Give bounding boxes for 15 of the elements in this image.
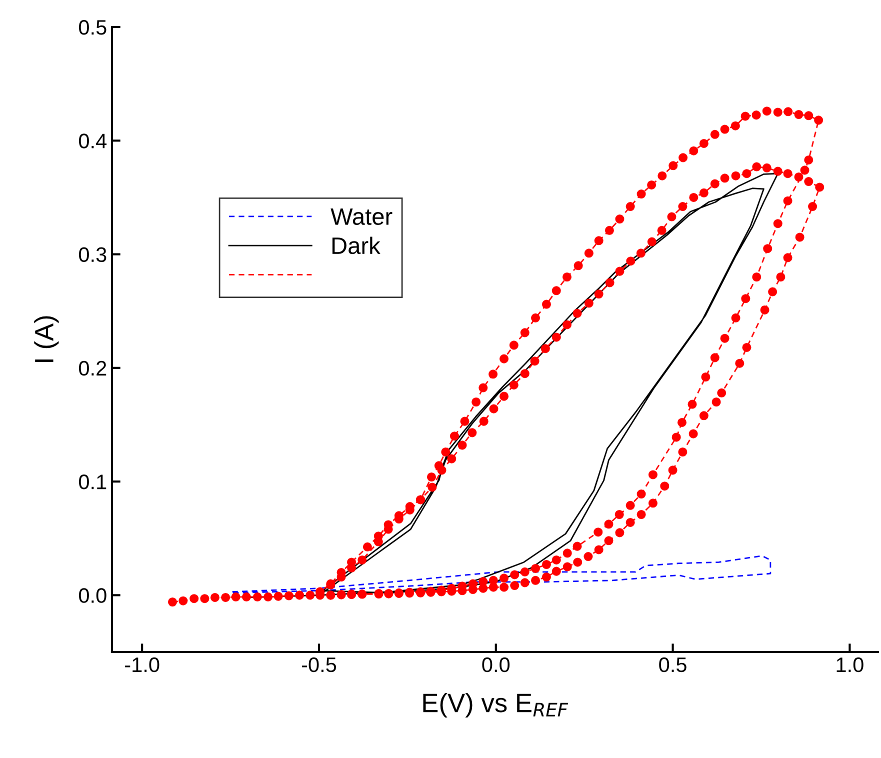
x-tick-label: -0.5 [302,657,336,672]
legend-label: Water [330,208,392,225]
y-tick-label: 0.1 [78,474,106,490]
x-axis-title: E(V) vs E$_{REF}$ [423,692,568,718]
x-tick-label: 0.0 [482,657,510,672]
y-tick-label: 0.3 [78,247,106,262]
y-tick-label: 0.5 [78,20,106,35]
legend-label: Dark [332,236,380,254]
x-tick-label: 0.5 [659,657,686,672]
y-tick-label: 0.2 [78,360,106,376]
x-tick-label: -1.0 [125,657,160,672]
y-tick-label: 0.4 [78,134,107,148]
y-axis-title: I (A) [34,316,59,362]
x-tick-label: 1.0 [836,657,864,672]
y-tick-label: 0.0 [78,588,106,603]
